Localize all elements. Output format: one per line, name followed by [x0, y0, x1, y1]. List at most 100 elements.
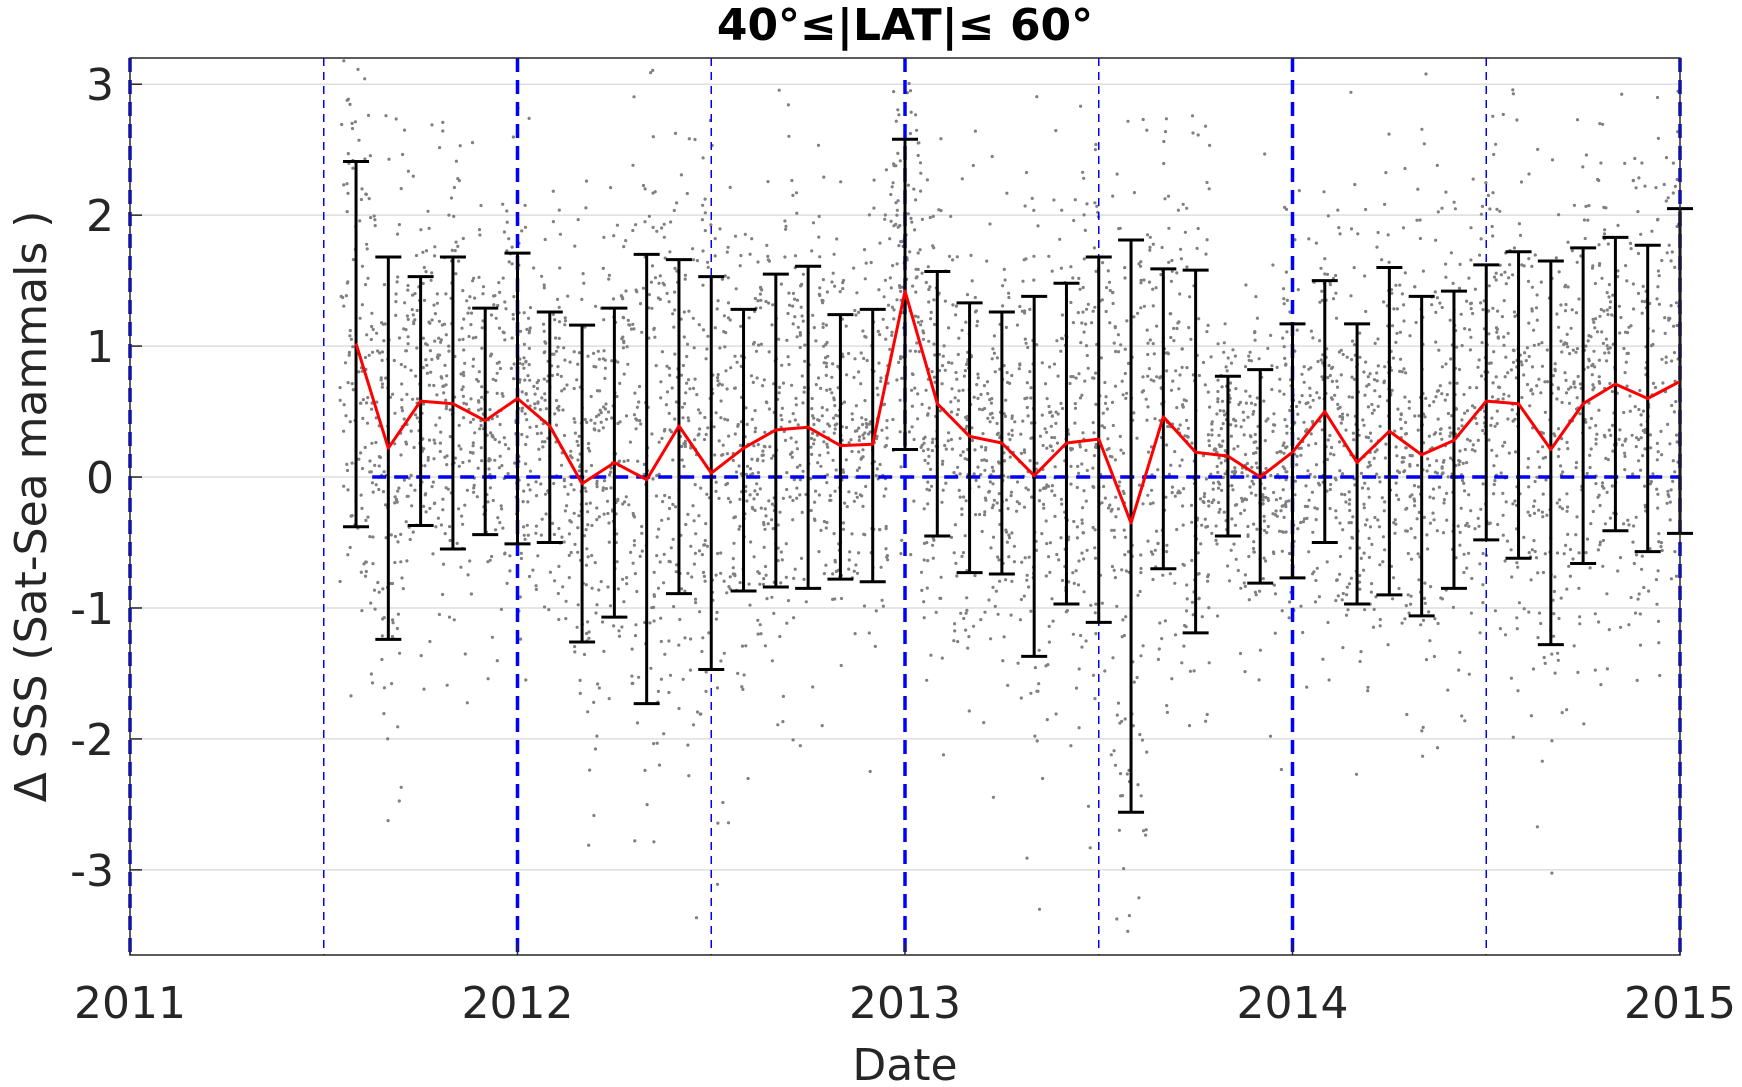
scatter-point [1372, 408, 1376, 412]
scatter-point [1566, 240, 1570, 244]
scatter-point [457, 507, 461, 511]
scatter-point [471, 336, 475, 340]
scatter-point [796, 423, 800, 427]
scatter-point [430, 123, 434, 127]
scatter-point [342, 59, 346, 63]
scatter-point [1104, 309, 1108, 314]
scatter-point [969, 253, 973, 257]
scatter-point [1236, 568, 1240, 573]
scatter-point [503, 551, 507, 555]
scatter-point [761, 453, 765, 457]
scatter-point [1173, 494, 1177, 498]
scatter-point [1288, 408, 1292, 412]
scatter-point [1074, 376, 1078, 380]
scatter-point [630, 647, 634, 651]
scatter-point [1400, 292, 1404, 296]
scatter-point [445, 683, 449, 687]
scatter-point [1309, 432, 1313, 436]
scatter-point [507, 237, 511, 241]
scatter-point [1045, 542, 1049, 546]
scatter-point [1527, 172, 1531, 176]
scatter-point [439, 523, 443, 527]
scatter-point [1643, 184, 1647, 188]
scatter-point [722, 651, 726, 655]
scatter-point [1494, 278, 1498, 282]
scatter-point [1460, 714, 1464, 718]
scatter-point [1243, 584, 1247, 589]
scatter-point [1339, 421, 1343, 425]
scatter-point [1284, 530, 1288, 534]
scatter-point [1443, 398, 1447, 402]
scatter-point [1242, 508, 1247, 512]
scatter-point [1624, 360, 1628, 364]
scatter-point [380, 358, 384, 362]
scatter-point [1217, 510, 1221, 514]
scatter-point [1300, 372, 1304, 376]
scatter-point [1110, 400, 1115, 404]
scatter-point [593, 561, 597, 565]
scatter-point [469, 397, 473, 401]
scatter-point [526, 316, 531, 320]
scatter-point [1623, 371, 1627, 375]
scatter-point [1217, 433, 1221, 437]
scatter-point [1602, 309, 1606, 313]
scatter-point [908, 349, 912, 353]
scatter-point [1622, 346, 1626, 351]
scatter-point [1297, 189, 1301, 193]
scatter-point [409, 368, 413, 372]
scatter-point [1147, 367, 1151, 371]
scatter-point [342, 429, 346, 433]
scatter-point [1370, 411, 1374, 415]
scatter-point [1638, 612, 1642, 616]
scatter-point [940, 382, 944, 386]
scatter-point [1139, 553, 1143, 557]
scatter-point [810, 249, 814, 253]
scatter-point [1182, 644, 1186, 648]
scatter-point [1396, 407, 1400, 411]
scatter-point [582, 652, 587, 657]
scatter-point [1491, 114, 1495, 118]
scatter-point [1557, 498, 1562, 502]
scatter-point [1092, 246, 1096, 250]
scatter-point [1127, 914, 1131, 918]
scatter-point [1675, 323, 1679, 328]
scatter-point [1085, 307, 1089, 311]
scatter-point [360, 187, 364, 191]
scatter-point [683, 589, 687, 593]
scatter-point [895, 262, 899, 266]
scatter-point [1566, 345, 1570, 349]
scatter-point [1307, 498, 1311, 502]
scatter-point [389, 533, 393, 537]
scatter-point [1420, 729, 1424, 733]
scatter-point [543, 340, 547, 344]
scatter-point [1332, 453, 1336, 457]
scatter-point [933, 353, 937, 357]
scatter-point [1495, 422, 1499, 426]
scatter-point [931, 244, 935, 248]
scatter-point [1240, 471, 1244, 475]
scatter-point [447, 349, 451, 353]
scatter-point [1059, 497, 1063, 501]
scatter-point [650, 606, 654, 610]
scatter-point [920, 319, 924, 323]
scatter-point [373, 607, 377, 611]
scatter-point [991, 503, 995, 507]
scatter-point [801, 272, 806, 276]
scatter-point [844, 425, 849, 430]
scatter-point [868, 430, 872, 434]
scatter-point [890, 305, 895, 309]
scatter-point [1409, 594, 1413, 598]
scatter-point [817, 493, 822, 497]
scatter-point [697, 323, 701, 327]
scatter-point [527, 363, 531, 367]
scatter-point [1429, 585, 1433, 589]
scatter-point [1178, 423, 1182, 427]
scatter-point [1077, 667, 1081, 671]
scatter-point [687, 774, 691, 778]
scatter-point [991, 535, 996, 539]
scatter-point [572, 417, 576, 421]
scatter-point [396, 275, 400, 279]
scatter-point [1035, 95, 1039, 99]
scatter-point [1249, 401, 1254, 405]
scatter-point [1357, 580, 1362, 584]
